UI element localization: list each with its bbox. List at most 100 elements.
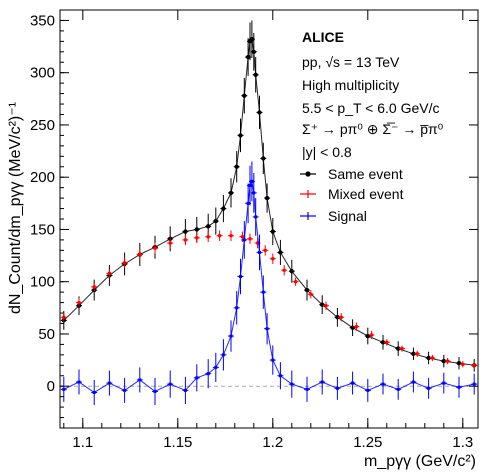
data-point [228, 320, 234, 352]
data-point [425, 377, 432, 399]
point-marker [214, 365, 218, 369]
y-tick-label: 250 [30, 117, 55, 134]
data-point [264, 313, 271, 345]
annotation-block: ALICE pp, √s = 13 TeV High multiplicity … [302, 29, 444, 160]
x-axis-title: m_pγγ (GeV/c²) [364, 453, 476, 470]
y-tick-label: 150 [30, 221, 55, 238]
legend-label-signal: Signal [328, 208, 367, 224]
data-point [334, 376, 341, 400]
point-marker [265, 327, 269, 331]
point-marker [206, 224, 211, 229]
point-marker [278, 250, 283, 255]
point-marker [123, 261, 127, 265]
legend-label-same-event: Same event [328, 166, 403, 182]
x-axis-ticks: 1.1 1.15 1.2 1.25 1.3 [63, 10, 473, 451]
data-point [440, 354, 447, 368]
point-marker [250, 179, 254, 183]
point-marker [123, 388, 127, 392]
point-marker [396, 387, 400, 391]
point-marker [427, 386, 431, 390]
data-point [91, 379, 98, 406]
point-marker [366, 388, 370, 392]
point-marker [309, 292, 313, 296]
series-fit-line [63, 179, 475, 394]
point-marker [304, 287, 310, 293]
data-point [471, 362, 478, 369]
point-marker [252, 191, 256, 195]
point-marker [213, 218, 218, 224]
point-marker [107, 381, 111, 385]
data-point [250, 173, 257, 213]
data-point [349, 371, 356, 395]
point-marker [62, 315, 66, 319]
point-marker [271, 358, 275, 362]
data-point [193, 232, 200, 244]
point-marker [294, 280, 298, 284]
data-point [304, 279, 310, 301]
data-point [288, 259, 295, 283]
data-point [338, 313, 345, 322]
series-fit-line [63, 38, 475, 366]
experiment-title: ALICE [302, 29, 344, 45]
data-point [205, 231, 212, 242]
data-point [247, 233, 253, 245]
data-point [459, 361, 466, 368]
point-marker [258, 250, 261, 254]
data-point [60, 313, 67, 322]
plot-frame [59, 9, 479, 429]
point-marker [183, 388, 187, 392]
point-marker [235, 306, 239, 310]
point-marker [278, 374, 282, 378]
point-marker [381, 382, 385, 386]
point-marker [251, 49, 256, 54]
data-point [152, 243, 158, 254]
point-marker [264, 195, 270, 201]
point-marker [411, 380, 415, 384]
data-point [323, 301, 329, 310]
data-point [425, 351, 432, 365]
point-marker [411, 351, 416, 357]
x-tick-label: 1.1 [72, 434, 93, 451]
annotation-line: pp, √s = 13 TeV [302, 54, 400, 70]
point-marker [282, 268, 286, 272]
data-point [121, 377, 128, 403]
data-point [233, 151, 240, 183]
point-marker [396, 346, 401, 351]
point-marker [153, 389, 157, 393]
data-point [281, 264, 288, 276]
legend-entry-same-event: Same event [300, 166, 403, 182]
point-marker [239, 274, 242, 278]
data-point [212, 352, 219, 383]
data-point [193, 364, 200, 392]
point-marker [77, 380, 81, 384]
data-point [395, 378, 402, 400]
annotation-line: 5.5 < p_T < 6.0 GeV/c [302, 100, 440, 116]
data-point [152, 377, 158, 406]
data-point [91, 282, 98, 292]
point-marker [370, 333, 374, 337]
data-point [106, 370, 113, 396]
point-marker [253, 72, 258, 77]
series-mixed-event [60, 230, 478, 369]
point-marker [426, 355, 431, 361]
point-marker [62, 387, 66, 391]
point-marker [107, 271, 111, 275]
point-marker [138, 253, 142, 257]
point-marker [289, 269, 294, 274]
data-point [220, 339, 227, 371]
data-point [205, 359, 212, 389]
point-marker [238, 133, 243, 138]
legend: Same event Mixed event Signal [300, 166, 404, 224]
point-marker [472, 382, 476, 386]
point-marker [221, 353, 225, 357]
data-point [228, 230, 234, 241]
point-marker [461, 362, 465, 366]
y-axis-title: dN_Count/dm_pγγ (MeV/c²)⁻¹ [7, 102, 24, 314]
point-marker [195, 236, 199, 240]
annotation-line: High multiplicity [302, 77, 399, 93]
point-marker [351, 381, 355, 385]
point-marker [206, 235, 210, 239]
point-marker [446, 359, 450, 363]
point-marker [229, 234, 233, 238]
